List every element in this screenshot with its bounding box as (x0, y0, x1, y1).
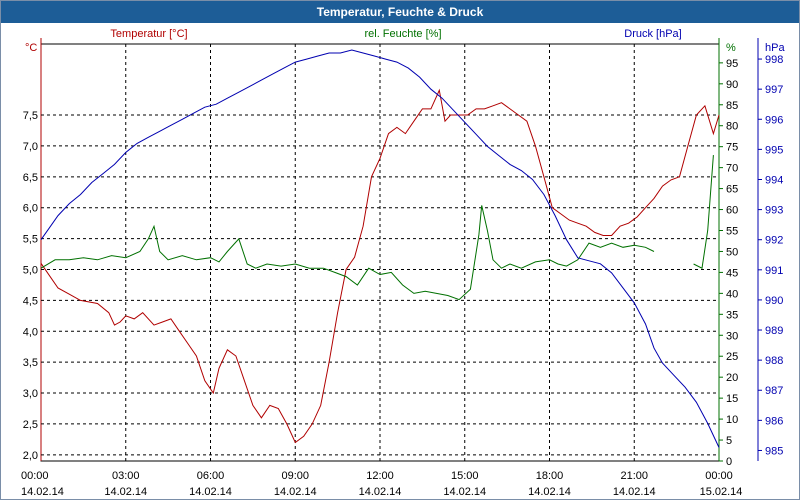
x-tick-time: 21:00 (620, 470, 648, 482)
x-tick-time: 15:00 (451, 470, 479, 482)
humidity-tick-label: 90 (726, 79, 738, 91)
temperature-tick-label: 4,0 (23, 326, 38, 338)
pressure-tick-label: 993 (765, 205, 783, 217)
humidity-tick-label: 25 (726, 351, 738, 363)
pressure-tick-label: 996 (765, 114, 783, 126)
humidity-tick-label: 10 (726, 414, 738, 426)
x-tick-time: 06:00 (197, 470, 225, 482)
humidity-tick-label: 80 (726, 121, 738, 133)
temperature-tick-label: 7,5 (23, 110, 38, 122)
x-tick-date: 14.02.14 (274, 486, 317, 498)
x-tick-date: 15.02.14 (700, 486, 743, 498)
pressure-tick-label: 990 (765, 295, 783, 307)
humidity-tick-label: 60 (726, 205, 738, 217)
humidity-tick-label: 0 (726, 456, 732, 468)
humidity-tick-label: 95 (726, 58, 738, 70)
temperature-tick-label: 6,0 (23, 203, 38, 215)
x-tick-time: 00:00 (21, 470, 49, 482)
humidity-tick-label: 15 (726, 393, 738, 405)
temperature-tick-label: 7,0 (23, 141, 38, 153)
pressure-tick-label: 994 (765, 174, 783, 186)
window-title: Temperatur, Feuchte & Druck (1, 1, 799, 23)
humidity-tick-label: 35 (726, 309, 738, 321)
humidity-tick-label: 20 (726, 372, 738, 384)
humidity-tick-label: 85 (726, 100, 738, 112)
x-tick-time: 03:00 (112, 470, 140, 482)
temperature-axis-title: Temperatur [°C] (110, 28, 187, 40)
pressure-tick-label: 995 (765, 144, 783, 156)
humidity-unit-label: % (726, 42, 736, 54)
x-tick-time: 18:00 (536, 470, 564, 482)
pressure-tick-label: 986 (765, 415, 783, 427)
pressure-tick-label: 988 (765, 355, 783, 367)
x-tick-time: 00:00 (705, 470, 733, 482)
humidity-tick-label: 30 (726, 330, 738, 342)
x-tick-date: 14.02.14 (443, 486, 486, 498)
temperature-tick-label: 4,5 (23, 295, 38, 307)
temperature-tick-label: 2,0 (23, 450, 38, 462)
pressure-tick-label: 985 (765, 445, 783, 457)
temperature-tick-label: 5,0 (23, 264, 38, 276)
x-tick-date: 14.02.14 (613, 486, 656, 498)
pressure-unit-label: hPa (765, 42, 785, 54)
pressure-tick-label: 998 (765, 54, 783, 66)
temperature-tick-label: 5,5 (23, 234, 38, 246)
humidity-tick-label: 75 (726, 142, 738, 154)
x-tick-date: 14.02.14 (189, 486, 232, 498)
humidity-tick-label: 5 (726, 435, 732, 447)
x-tick-date: 14.02.14 (528, 486, 571, 498)
humidity-tick-label: 70 (726, 163, 738, 175)
pressure-tick-label: 987 (765, 385, 783, 397)
x-tick-date: 14.02.14 (21, 486, 64, 498)
humidity-tick-label: 40 (726, 288, 738, 300)
humidity-tick-label: 55 (726, 225, 738, 237)
humidity-series-line (40, 205, 655, 301)
x-tick-date: 14.02.14 (104, 486, 147, 498)
pressure-axis-title: Druck [hPa] (624, 28, 681, 40)
pressure-series-line (40, 49, 720, 448)
humidity-series-line (693, 155, 714, 269)
pressure-tick-label: 997 (765, 84, 783, 96)
humidity-tick-label: 45 (726, 267, 738, 279)
temperature-unit-label: °C (25, 42, 37, 54)
humidity-tick-label: 50 (726, 246, 738, 258)
temperature-tick-label: 3,5 (23, 357, 38, 369)
humidity-tick-label: 65 (726, 184, 738, 196)
temperature-tick-label: 2,5 (23, 419, 38, 431)
x-tick-date: 14.02.14 (359, 486, 402, 498)
humidity-axis-title: rel. Feuchte [%] (364, 28, 441, 40)
pressure-tick-label: 991 (765, 265, 783, 277)
pressure-tick-label: 992 (765, 235, 783, 247)
x-tick-time: 12:00 (366, 470, 394, 482)
pressure-tick-label: 989 (765, 325, 783, 337)
temperature-tick-label: 6,5 (23, 172, 38, 184)
temperature-tick-label: 3,0 (23, 388, 38, 400)
temperature-series-line (40, 88, 720, 444)
x-tick-time: 09:00 (281, 470, 309, 482)
